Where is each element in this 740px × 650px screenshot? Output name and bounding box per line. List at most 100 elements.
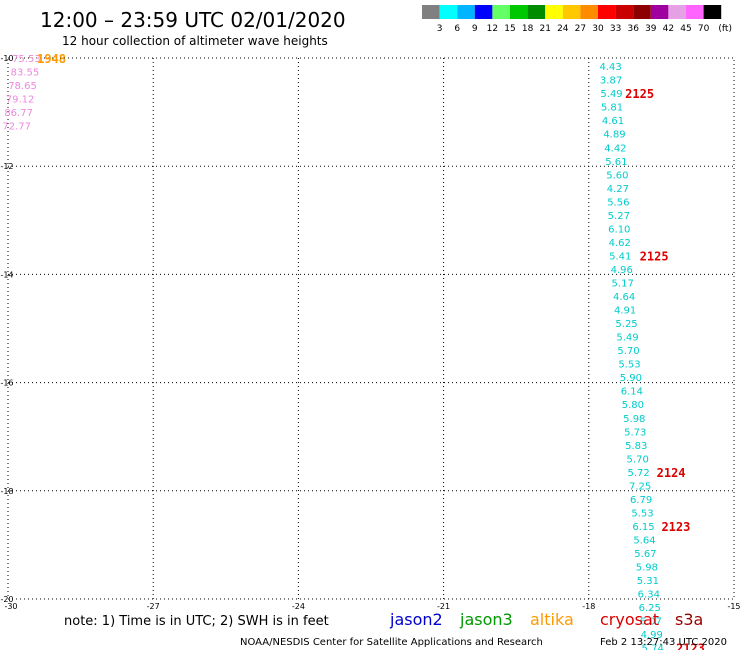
swh-value-label: 4.43 (599, 62, 621, 73)
scale-swatch (422, 5, 440, 19)
swh-value-label: 72.77 (2, 122, 31, 133)
map-plot-area: -10 -12 -14 -16 -18 -20-30 -27 -24 -21 -18 -15 75.5… (0, 52, 740, 650)
scale-swatch (528, 5, 546, 19)
swh-value-label: 3.87 (600, 76, 622, 87)
scale-label: 18 (522, 24, 534, 34)
swh-value-label: 6.10 (608, 224, 630, 235)
page-title: 12:00 – 23:59 UTC 02/01/2020 (40, 8, 346, 32)
x-tick-label: -15 (727, 602, 740, 611)
x-tick-label: -18 (582, 602, 595, 611)
swh-value-label: 5.72 (628, 468, 650, 479)
pass-id-label: 2124 (657, 466, 686, 480)
pass-id-label: 2125 (640, 249, 669, 263)
swh-value-label: 7.25 (629, 481, 651, 492)
scale-label: 6 (454, 24, 460, 34)
swh-value-label: 5.56 (607, 197, 629, 208)
swh-value-label: 6.79 (630, 495, 652, 506)
scale-label: 42 (663, 24, 674, 34)
scale-swatch (580, 5, 598, 19)
swh-value-label: 5.81 (601, 103, 623, 114)
scale-swatch (598, 5, 616, 19)
x-tick-label: -30 (4, 602, 17, 611)
pass-id-label: 2125 (625, 87, 654, 101)
x-tick-label: -27 (147, 602, 160, 611)
scale-swatch (457, 5, 475, 19)
swh-value-label: 6.15 (632, 522, 654, 533)
scale-label: 27 (575, 24, 586, 34)
satellite-legend-jason2: jason2 (389, 610, 443, 629)
swh-value-label: 5.17 (612, 279, 634, 290)
swh-value-label: 5.53 (631, 508, 653, 519)
swh-value-label: 5.70 (627, 454, 649, 465)
swh-value-label: 4.27 (607, 184, 629, 195)
swh-value-label: 5.60 (606, 170, 628, 181)
swh-value-label: 86.77 (4, 108, 33, 119)
scale-swatch (545, 5, 563, 19)
footer: note: 1) Time is in UTC; 2) SWH is in fe… (64, 610, 727, 648)
scale-swatch (563, 5, 581, 19)
swh-value-label: 4.42 (604, 143, 626, 154)
scale-swatch (651, 5, 669, 19)
scale-label: 15 (504, 24, 515, 34)
scale-swatch (704, 5, 722, 19)
swh-value-label: 5.31 (637, 576, 659, 587)
scale-label: 24 (557, 24, 569, 34)
swh-value-label: 5.64 (633, 535, 655, 546)
satellite-legend-jason3: jason3 (459, 610, 513, 629)
swh-value-label: 5.80 (622, 400, 644, 411)
swh-value-label: 4.62 (609, 238, 631, 249)
scale-label: 9 (472, 24, 478, 34)
scale-label: 39 (645, 24, 657, 34)
footer-credit: NOAA/NESDIS Center for Satellite Applica… (240, 637, 543, 648)
satellite-legend-s3a: s3a (675, 610, 703, 629)
swh-value-label: 78.65 (8, 81, 37, 92)
swh-value-label: 5.98 (623, 414, 645, 425)
swh-value-label: 4.89 (603, 130, 625, 141)
satellite-legend-altika: altika (530, 610, 574, 629)
chart-canvas: 12:00 – 23:59 UTC 02/01/2020 12 hour col… (0, 0, 740, 650)
swh-value-label: 5.90 (620, 373, 642, 384)
scale-label: 12 (487, 24, 498, 34)
swh-value-label: 83.55 (11, 68, 40, 79)
swh-value-label: 5.73 (624, 427, 646, 438)
y-tick-label: -12 (0, 162, 13, 171)
scale-swatch (492, 5, 510, 19)
swh-value-label: 5.49 (600, 89, 622, 100)
y-tick-label: -18 (0, 487, 13, 496)
swh-value-label: 79.12 (6, 95, 35, 106)
scale-label: 30 (592, 24, 604, 34)
swh-value-label: 5.61 (605, 157, 627, 168)
page-subtitle: 12 hour collection of altimeter wave hei… (62, 34, 328, 48)
swh-value-label: 4.61 (602, 116, 624, 127)
scale-label: 45 (680, 24, 691, 34)
scale-label: 3 (437, 24, 443, 34)
scale-swatch (616, 5, 634, 19)
swh-value-label: 4.96 (611, 265, 633, 276)
scale-label: 21 (539, 24, 550, 34)
swh-value-label: 5.53 (618, 360, 640, 371)
color-scale-legend: 3 6 9 12 15 18 21 24 27 30 33 36 39 42 45 70 (ft) (422, 5, 732, 34)
scale-swatch (686, 5, 704, 19)
scale-swatch (475, 5, 493, 19)
scale-label: 70 (698, 24, 710, 34)
swh-value-label: 6.14 (621, 387, 643, 398)
y-tick-label: -16 (0, 379, 13, 388)
swh-value-label: 5.27 (608, 211, 630, 222)
scale-swatch (440, 5, 458, 19)
swh-value-label: 5.49 (616, 333, 638, 344)
satellite-legend-cryosat: cryosat (600, 610, 659, 629)
swh-value-label: 5.98 (636, 563, 658, 574)
y-tick-label: -14 (0, 270, 13, 279)
scale-swatch (510, 5, 528, 19)
swh-value-label: 4.64 (613, 292, 635, 303)
pass-id-label: 1948 (37, 52, 66, 66)
scale-label: 36 (627, 24, 639, 34)
scale-swatch (668, 5, 686, 19)
scale-swatch (633, 5, 651, 19)
scale-label: 33 (610, 24, 621, 34)
x-tick-label: -24 (292, 602, 305, 611)
swh-value-label: 5.83 (625, 441, 647, 452)
footer-timestamp: Feb 2 13:27:43 UTC 2020 (600, 637, 727, 648)
pass-id-label: 2123 (661, 520, 690, 534)
swh-value-label: 5.25 (615, 319, 637, 330)
